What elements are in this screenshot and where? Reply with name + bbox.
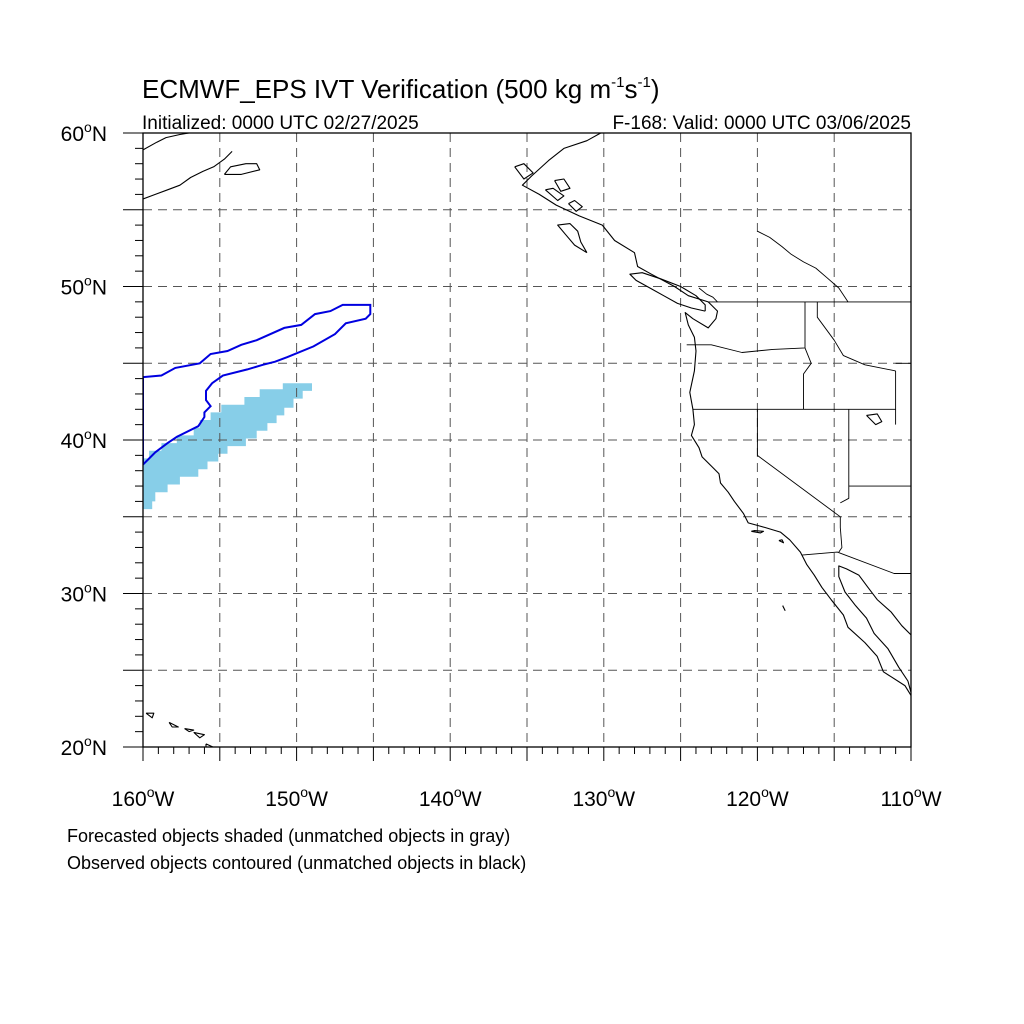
- channel-island: [778, 539, 785, 544]
- channel-island: [751, 530, 765, 534]
- hawaiian-island: [145, 712, 155, 719]
- longitude-label: 120oW: [726, 784, 789, 811]
- political-boundary: [801, 551, 911, 574]
- political-boundary: [840, 409, 850, 504]
- latitude-label: 30oN: [61, 580, 107, 607]
- latitude-label: 20oN: [61, 733, 107, 760]
- longitude-label: 150oW: [265, 784, 328, 811]
- political-boundary: [756, 409, 843, 553]
- forecast-legend-note: Forecasted objects shaded (unmatched obj…: [67, 826, 510, 846]
- inland-boundary: [757, 230, 849, 303]
- longitude-label: 140oW: [419, 784, 482, 811]
- guadalupe-island: [782, 605, 786, 611]
- observed-legend-note: Observed objects contoured (unmatched ob…: [67, 853, 526, 873]
- map-title: ECMWF_EPS IVT Verification (500 kg m-1s-…: [142, 74, 659, 104]
- forecast-ivt-object: [143, 383, 312, 510]
- hawaiian-island: [168, 721, 179, 728]
- plot-area: [143, 133, 911, 747]
- haida-gwaii-coastline: [557, 223, 588, 254]
- latitude-label: 40oN: [61, 426, 107, 453]
- alaska-coastline: [143, 133, 190, 151]
- init-time-label: Initialized: 0000 UTC 02/27/2025: [142, 113, 419, 134]
- hawaiian-island: [193, 731, 205, 739]
- latitude-label: 60oN: [61, 119, 107, 146]
- inland-boundary: [698, 287, 718, 303]
- longitude-label: 130oW: [572, 784, 635, 811]
- longitude-label: 110oW: [880, 784, 941, 811]
- vancouver-island-coastline: [629, 272, 706, 312]
- political-boundary: [816, 301, 896, 372]
- kodiak-island-coastline: [223, 163, 261, 175]
- latitude-label: 50oN: [61, 273, 107, 300]
- hawaiian-island: [184, 728, 195, 733]
- north-america-coastline: [521, 133, 911, 697]
- observed-ivt-contour: [143, 303, 372, 466]
- axis-ticks: [123, 132, 912, 761]
- political-boundary: [803, 347, 812, 410]
- valid-time-label: F-168: Valid: 0000 UTC 03/06/2025: [612, 113, 911, 134]
- southeast-alaska-island: [514, 163, 534, 180]
- southeast-alaska-island: [568, 199, 583, 212]
- alaska-peninsula-coastline: [143, 151, 233, 200]
- southeast-alaska-island: [545, 187, 565, 202]
- gulf-of-california-coastline: [838, 565, 911, 695]
- great-salt-lake: [866, 413, 883, 426]
- political-boundary: [686, 301, 806, 353]
- longitude-label: 160oW: [112, 784, 175, 811]
- southeast-alaska-island: [554, 178, 571, 192]
